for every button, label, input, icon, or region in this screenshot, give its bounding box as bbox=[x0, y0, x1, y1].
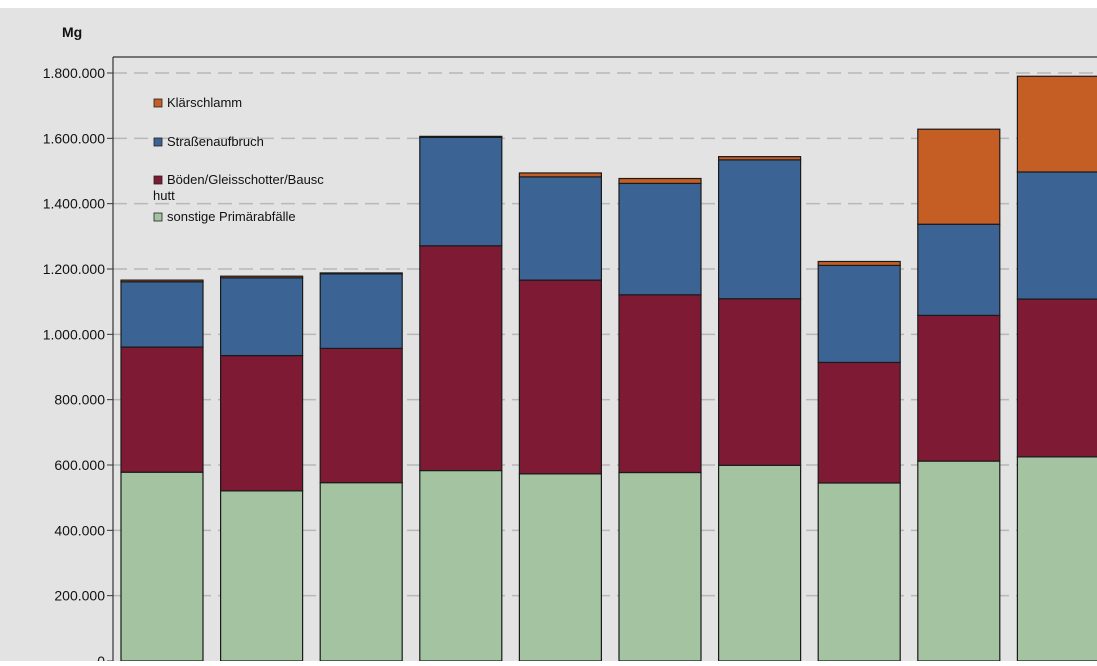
bar-segment bbox=[817, 482, 901, 662]
bar-segment bbox=[618, 471, 702, 662]
bar-segment bbox=[717, 159, 802, 300]
y-tick-label: 0 bbox=[97, 653, 105, 661]
bar-segment bbox=[917, 314, 1001, 462]
bar-segment bbox=[120, 281, 204, 348]
legend-label: sonstige Primärabfälle bbox=[167, 209, 296, 224]
legend-label: Straßenaufbruch bbox=[167, 134, 264, 149]
bars-group bbox=[120, 75, 1097, 662]
legend-label: hutt bbox=[153, 188, 175, 203]
bar-segment bbox=[618, 177, 702, 185]
bar-segment bbox=[717, 464, 802, 662]
bar-segment bbox=[120, 346, 204, 473]
bar-segment bbox=[1016, 171, 1097, 300]
y-tick-label: 200.000 bbox=[54, 588, 105, 604]
legend-swatch bbox=[153, 98, 163, 108]
bar-stack bbox=[917, 128, 1001, 662]
bar-stack bbox=[518, 172, 603, 662]
legend-label: Klärschlamm bbox=[167, 95, 242, 110]
y-tick-label: 800.000 bbox=[54, 392, 105, 408]
bar-stack bbox=[817, 260, 901, 662]
bar-stack bbox=[717, 156, 802, 662]
bar-segment bbox=[220, 275, 304, 279]
bar-segment bbox=[917, 223, 1001, 316]
y-tick-label: 1.400.000 bbox=[43, 196, 105, 212]
bar-segment bbox=[419, 469, 503, 662]
bar-segment bbox=[917, 460, 1001, 662]
bar-stack bbox=[1016, 75, 1097, 662]
bar-stack bbox=[618, 177, 702, 662]
bar-segment bbox=[618, 294, 702, 474]
bar-segment bbox=[319, 272, 403, 275]
y-tick-label: 1.200.000 bbox=[43, 261, 105, 277]
bar-segment bbox=[419, 245, 503, 472]
bar-segment bbox=[319, 482, 403, 662]
y-axis-ticks: 0 200.000 400.000 600.000 800.000 1.000.000 1.… bbox=[43, 65, 113, 666]
bar-segment bbox=[518, 176, 603, 281]
legend-label: Böden/Gleisschotter/Bausc bbox=[167, 172, 324, 187]
bar-stack bbox=[319, 272, 403, 662]
bar-segment bbox=[717, 156, 802, 161]
bar-segment bbox=[419, 136, 503, 247]
bar-segment bbox=[618, 182, 702, 296]
bar-segment bbox=[220, 277, 304, 357]
y-tick-label: 400.000 bbox=[54, 522, 105, 538]
bar-segment bbox=[717, 298, 802, 466]
bar-stack bbox=[220, 275, 304, 662]
bar-segment bbox=[518, 473, 603, 662]
bar-segment bbox=[220, 354, 304, 492]
bar-segment bbox=[1016, 456, 1097, 662]
y-tick-label: 1.800.000 bbox=[43, 65, 105, 81]
bar-segment bbox=[518, 279, 603, 475]
bar-segment bbox=[917, 128, 1001, 225]
axes bbox=[112, 56, 1097, 661]
y-axis-unit-label: Mg bbox=[62, 24, 82, 40]
legend-swatch bbox=[153, 212, 163, 222]
bar-segment bbox=[419, 135, 503, 138]
bar-segment bbox=[319, 273, 403, 349]
bar-segment bbox=[817, 264, 901, 364]
legend: Klärschlamm Straßenaufbruch Böden/Gleissch… bbox=[153, 95, 324, 224]
bar-stack bbox=[419, 135, 503, 662]
legend-swatch bbox=[153, 137, 163, 147]
bar-segment bbox=[120, 471, 204, 662]
bar-segment bbox=[1016, 75, 1097, 173]
bar-segment bbox=[319, 347, 403, 484]
y-tick-label: 1.000.000 bbox=[43, 326, 105, 342]
bar-segment bbox=[817, 361, 901, 484]
bar-segment bbox=[817, 260, 901, 267]
bar-stack bbox=[120, 279, 204, 662]
bar-segment bbox=[120, 279, 204, 283]
bar-segment bbox=[220, 490, 304, 662]
y-tick-label: 1.600.000 bbox=[43, 130, 105, 146]
legend-swatch bbox=[153, 175, 163, 185]
bar-segment bbox=[518, 172, 603, 178]
bar-segment bbox=[1016, 298, 1097, 458]
y-tick-label: 600.000 bbox=[54, 457, 105, 473]
